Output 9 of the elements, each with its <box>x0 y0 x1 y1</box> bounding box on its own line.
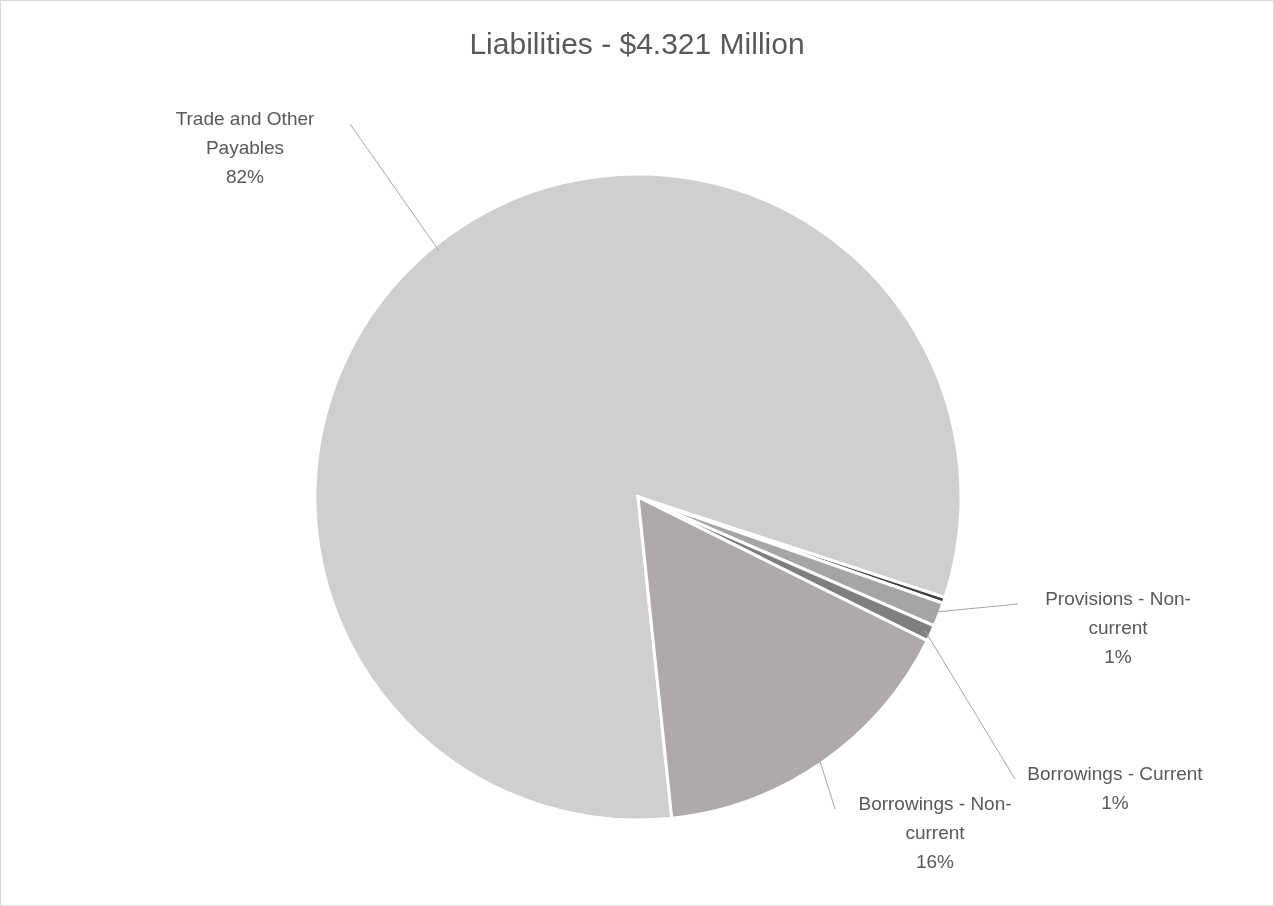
slice-label: Trade and Other Payables <box>175 108 316 158</box>
slice-label: Borrowings - Non-current <box>858 793 1012 843</box>
slice-label: Borrowings - Current <box>1027 763 1204 784</box>
data-label: 16% <box>915 851 955 872</box>
legend-label: Provisions - Non-current <box>1045 588 1191 638</box>
data-label: 1% <box>1101 792 1129 813</box>
data-label: 82% <box>225 166 265 187</box>
data-label: 1% <box>1104 646 1132 667</box>
chart-title: Liabilities - $4.321 Million <box>469 27 805 60</box>
